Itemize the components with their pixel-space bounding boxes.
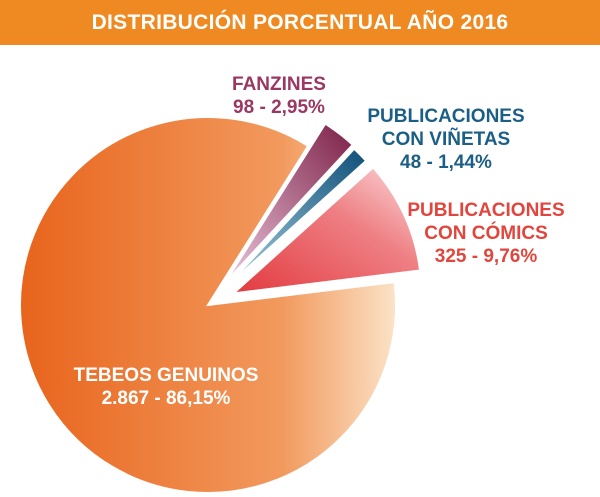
label-comics-line2: CON CÓMICS [424,223,548,244]
label-fanzines-value: 98 - 2,95% [233,97,325,118]
slice-tebeos-genuinos [19,116,397,494]
label-tebeos-genuinos-name: TEBEOS GENUINOS [73,365,259,386]
label-publicaciones-con-vinetas: PUBLICACIONES CON VIÑETAS 48 - 1,44% [348,105,544,174]
chart-title: DISTRIBUCIÓN PORCENTUAL AÑO 2016 [91,10,509,34]
label-fanzines-name: FANZINES [232,74,326,95]
label-vinetas-line1: PUBLICACIONES [367,106,525,127]
label-vinetas-value: 48 - 1,44% [400,152,492,173]
label-vinetas-line2: CON VIÑETAS [381,129,511,150]
label-publicaciones-con-comics: PUBLICACIONES CON CÓMICS 325 - 9,76% [388,199,584,268]
label-fanzines: FANZINES 98 - 2,95% [214,73,344,119]
slice-publicaciones-con-vinetas [225,147,368,288]
label-tebeos-genuinos-value: 2.867 - 86,15% [101,388,231,409]
slice-fanzines [224,122,355,284]
title-banner: DISTRIBUCIÓN PORCENTUAL AÑO 2016 [0,0,600,45]
label-tebeos-genuinos: TEBEOS GENUINOS 2.867 - 86,15% [46,364,286,410]
label-comics-value: 325 - 9,76% [434,246,538,267]
slice-publicaciones-con-comics [230,166,422,295]
label-comics-line1: PUBLICACIONES [407,200,565,221]
